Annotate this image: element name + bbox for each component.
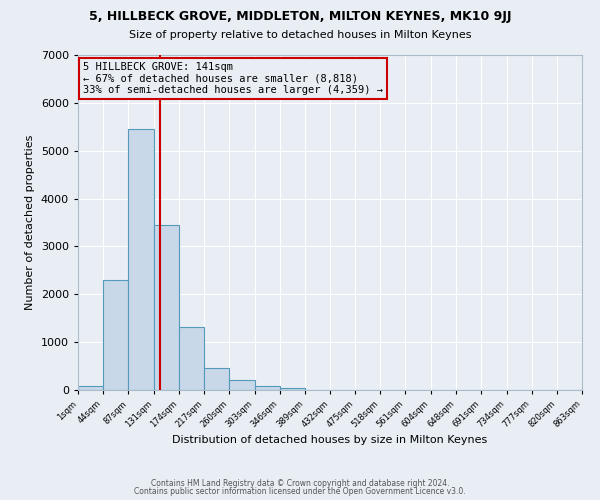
X-axis label: Distribution of detached houses by size in Milton Keynes: Distribution of detached houses by size … [172, 435, 488, 445]
Text: Contains HM Land Registry data © Crown copyright and database right 2024.: Contains HM Land Registry data © Crown c… [151, 478, 449, 488]
Bar [103, 280, 128, 390]
Bar [128, 129, 154, 390]
Bar [254, 386, 280, 390]
Bar [154, 225, 179, 390]
Bar [78, 386, 103, 390]
Text: 5, HILLBECK GROVE, MIDDLETON, MILTON KEYNES, MK10 9JJ: 5, HILLBECK GROVE, MIDDLETON, MILTON KEY… [89, 10, 511, 23]
Y-axis label: Number of detached properties: Number of detached properties [25, 135, 35, 310]
Bar [280, 388, 305, 390]
Text: 5 HILLBECK GROVE: 141sqm
← 67% of detached houses are smaller (8,818)
33% of sem: 5 HILLBECK GROVE: 141sqm ← 67% of detach… [83, 62, 383, 95]
Text: Contains public sector information licensed under the Open Government Licence v3: Contains public sector information licen… [134, 487, 466, 496]
Bar [204, 368, 229, 390]
Text: Size of property relative to detached houses in Milton Keynes: Size of property relative to detached ho… [129, 30, 471, 40]
Bar [229, 380, 254, 390]
Bar [179, 328, 204, 390]
